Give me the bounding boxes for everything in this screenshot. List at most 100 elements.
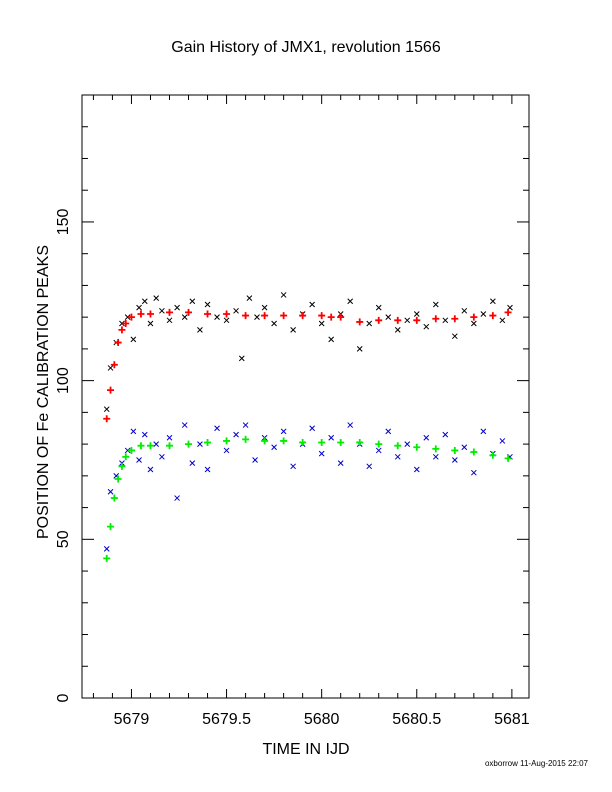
series-2-point	[159, 453, 165, 460]
series-1-point	[394, 316, 402, 324]
series-3	[103, 435, 512, 562]
series-0-point	[107, 365, 114, 371]
series-1-point	[185, 308, 193, 316]
series-0-point	[261, 304, 268, 311]
series-2-point	[252, 457, 258, 463]
series-2-point	[124, 447, 131, 454]
series-1-point	[204, 310, 212, 318]
series-0-point	[499, 317, 506, 324]
series-1-point	[375, 316, 383, 324]
series-0-point	[233, 307, 239, 314]
series-0-point	[385, 314, 392, 321]
series-1-point	[451, 315, 459, 323]
series-1-point	[318, 312, 326, 320]
series-0-point	[394, 326, 401, 333]
series-3-point	[137, 442, 145, 450]
series-2-point	[189, 460, 196, 467]
series-0-point	[490, 298, 496, 305]
series-1-point	[337, 313, 345, 321]
series-2-point	[461, 444, 468, 451]
series-2-point	[290, 463, 296, 470]
plot-frame	[81, 94, 530, 699]
series-0-point	[271, 320, 277, 327]
series-0-point	[328, 336, 335, 343]
series-2-point	[309, 425, 316, 432]
series-2-point	[413, 466, 420, 473]
series-0-point	[461, 307, 468, 314]
series-3-point	[261, 437, 269, 445]
x-axis-label: TIME IN IJD	[262, 741, 349, 758]
series-2-point	[280, 428, 287, 435]
series-2-point	[347, 422, 354, 428]
series-1-point	[327, 313, 335, 321]
series-1-point	[107, 386, 115, 394]
series-3-point	[451, 446, 459, 454]
series-0-point	[347, 298, 354, 305]
series-0-point	[204, 301, 211, 308]
series-0-point	[136, 304, 142, 311]
series-2-point	[423, 434, 430, 441]
series-2-point	[166, 434, 173, 441]
series-0-point	[480, 311, 487, 317]
series-1-point	[261, 312, 269, 320]
series-1-point	[110, 361, 118, 369]
series-2-point	[442, 431, 449, 438]
x-tick-label-0: 5679	[114, 711, 150, 728]
series-2-point	[375, 447, 382, 454]
series-2-point	[337, 460, 344, 467]
series-3-point	[337, 439, 345, 447]
series-3-point	[489, 451, 497, 459]
series-2-point	[153, 441, 160, 447]
series-0-point	[147, 320, 154, 327]
series-0-point	[375, 304, 382, 311]
series-0-point	[238, 355, 245, 362]
series-1-point	[114, 339, 122, 347]
footer-credit: oxborrow 11-Aug-2015 22:07	[485, 759, 589, 768]
series-3-point	[413, 443, 421, 451]
series-2-point	[499, 438, 506, 444]
series-0-point	[197, 326, 203, 333]
series-2-point	[174, 495, 180, 501]
series-0-point	[124, 314, 131, 321]
series-0-point	[432, 301, 439, 308]
y-tick-label-0: 0	[55, 693, 72, 702]
series-3-point	[103, 554, 111, 562]
series-1-point	[413, 316, 421, 324]
series-0-point	[189, 298, 196, 305]
series-3-point	[165, 442, 173, 450]
series-0-point	[423, 323, 430, 330]
series-1-point	[242, 312, 250, 320]
series-2-point	[223, 447, 230, 454]
series-2-point	[181, 422, 188, 428]
series-3-point	[356, 439, 364, 447]
series-3-point	[127, 446, 135, 454]
series-0-point	[159, 307, 165, 314]
series-2-point	[366, 463, 373, 470]
series-0-point	[442, 317, 449, 324]
series-3-point	[122, 453, 130, 461]
series-2-point	[480, 428, 487, 435]
series-2-point	[103, 545, 110, 552]
y-tick-label-2: 100	[55, 367, 72, 394]
series-0-point	[174, 304, 180, 311]
series-3-point	[318, 439, 326, 447]
series-2-point	[136, 457, 142, 463]
series-0-point	[451, 333, 458, 340]
series-0-point	[254, 314, 260, 321]
series-3-point	[394, 442, 402, 450]
x-tick-label-2: 5680	[304, 711, 340, 728]
series-3-point	[185, 440, 193, 448]
series-3-point	[146, 442, 154, 450]
series-3-point	[118, 462, 126, 470]
series-1-point	[356, 318, 364, 326]
series-1-point	[103, 415, 111, 423]
series-0-point	[130, 336, 137, 343]
series-3-point	[432, 445, 440, 453]
series-2-point	[204, 466, 211, 473]
series-2-point	[242, 422, 249, 428]
series-1-point	[165, 308, 173, 316]
series-0	[103, 292, 513, 413]
series-3-point	[107, 523, 115, 531]
series-2-point	[394, 453, 401, 460]
